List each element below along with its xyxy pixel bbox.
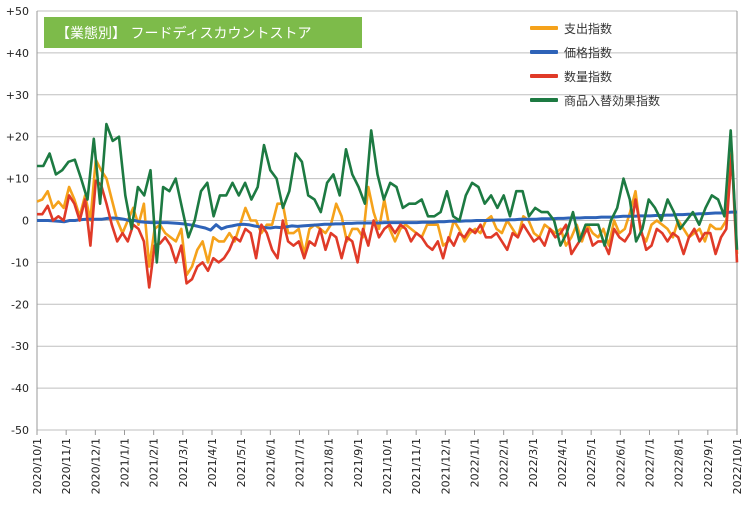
x-tick-label: 2021/2/1 xyxy=(148,438,161,487)
x-tick-label: 2022/10/1 xyxy=(731,438,742,494)
legend-item-quantity: 数量指数 xyxy=(530,64,660,88)
legend-swatch-price xyxy=(530,50,558,54)
legend-swatch-mix xyxy=(530,98,558,102)
x-tick-label: 2021/4/1 xyxy=(206,438,219,487)
legend-swatch-quantity xyxy=(530,74,558,78)
y-axis-ticks: +50 +40 +30 +20 +10 0 -10 -20 -30 -40 -50 xyxy=(6,5,29,437)
x-axis-ticks: 2020/10/1 2020/11/1 2020/12/1 2021/1/1 2021/… xyxy=(31,438,742,494)
y-tick-label: -50 xyxy=(11,424,29,437)
x-tick-label: 2022/4/1 xyxy=(556,438,569,487)
x-tick-label: 2021/5/1 xyxy=(235,438,248,487)
x-tick-label: 2020/11/1 xyxy=(60,438,73,494)
y-tick-label: 0 xyxy=(22,215,29,228)
x-tick-label: 2020/12/1 xyxy=(89,438,102,494)
x-tick-label: 2021/9/1 xyxy=(352,438,365,487)
x-tick-label: 2022/1/1 xyxy=(469,438,482,487)
legend-item-spend: 支出指数 xyxy=(530,16,660,40)
legend-item-price: 価格指数 xyxy=(530,40,660,64)
x-tick-label: 2022/3/1 xyxy=(527,438,540,487)
y-tick-label: -30 xyxy=(11,340,29,353)
legend-item-mix: 商品入替効果指数 xyxy=(530,88,660,112)
x-tick-label: 2020/10/1 xyxy=(31,438,44,494)
legend-label-spend: 支出指数 xyxy=(564,21,613,36)
x-tick-label: 2021/8/1 xyxy=(323,438,336,487)
series-layer xyxy=(36,122,739,289)
x-tick-label: 2021/6/1 xyxy=(264,438,277,487)
series-line-3 xyxy=(37,122,739,264)
x-tick-label: 2021/3/1 xyxy=(177,438,190,487)
y-tick-label: +50 xyxy=(6,5,29,18)
x-tick-label: 2022/7/1 xyxy=(644,438,657,487)
legend-label-mix: 商品入替効果指数 xyxy=(564,93,661,108)
y-tick-label: +20 xyxy=(6,131,29,144)
y-tick-label: -40 xyxy=(11,382,29,395)
x-tick-label: 2022/2/1 xyxy=(498,438,511,487)
y-tick-label: +30 xyxy=(6,89,29,102)
y-tick-label: +10 xyxy=(6,173,29,186)
x-tick-label: 2022/5/1 xyxy=(585,438,598,487)
x-tick-label: 2021/10/1 xyxy=(381,438,394,494)
x-tick-label: 2021/11/1 xyxy=(410,438,423,494)
chart-title: 【業態別】 フードディスカウントストア xyxy=(44,17,362,48)
x-tick-label: 2021/12/1 xyxy=(439,438,452,494)
legend-swatch-spend xyxy=(530,26,558,30)
y-tick-label: +40 xyxy=(6,47,29,60)
series-line-2 xyxy=(37,152,739,289)
x-tick-label: 2022/6/1 xyxy=(614,438,627,487)
legend: 支出指数 価格指数 数量指数 商品入替効果指数 xyxy=(530,16,660,112)
x-tick-label: 2021/1/1 xyxy=(119,438,132,487)
x-tick-label: 2021/7/1 xyxy=(294,438,307,487)
y-tick-label: -10 xyxy=(11,256,29,269)
legend-label-quantity: 数量指数 xyxy=(564,69,613,84)
x-tick-label: 2022/8/1 xyxy=(673,438,686,487)
legend-label-price: 価格指数 xyxy=(564,45,613,60)
y-tick-label: -20 xyxy=(11,298,29,311)
x-tick-label: 2022/9/1 xyxy=(702,438,715,487)
